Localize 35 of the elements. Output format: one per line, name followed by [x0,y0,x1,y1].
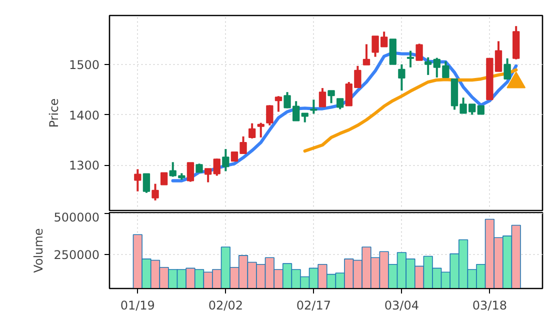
y-tick-label: 1400 [68,108,100,122]
candlestick [257,122,264,138]
x-tick-label: 01/19 [120,298,155,312]
y-tick-label: 250000 [54,248,100,262]
candlestick [248,122,256,140]
candlestick [504,57,511,80]
y-tick-label: 500000 [54,210,100,224]
candlestick [318,87,326,108]
y-tick-label: 1500 [68,58,100,72]
candlestick [266,104,274,126]
x-tick-label: 03/18 [472,298,507,312]
y-axis-title: Price [46,98,61,128]
candlestick [222,148,230,172]
y-tick-label: 1300 [68,158,100,173]
candlestick [134,168,142,192]
candlestick [398,63,406,92]
candlestick [416,42,423,62]
candlestick [336,98,344,110]
candlestick [406,50,414,68]
candlestick [142,172,150,194]
candlestick [152,182,159,202]
candlestick [328,90,335,104]
candlestick [186,162,194,183]
candlestick [362,43,370,66]
x-tick-label: 03/04 [384,298,419,312]
candlestick [160,172,168,186]
y-axis-title: Volume [32,228,46,273]
x-tick-label: 02/17 [296,298,331,312]
candlestick [310,98,318,115]
candlestick [204,168,212,184]
candlestick [274,95,282,113]
candlestick [424,56,432,76]
candlestick [213,158,220,177]
x-tick-label: 02/02 [208,298,243,312]
candlestick [301,112,308,124]
